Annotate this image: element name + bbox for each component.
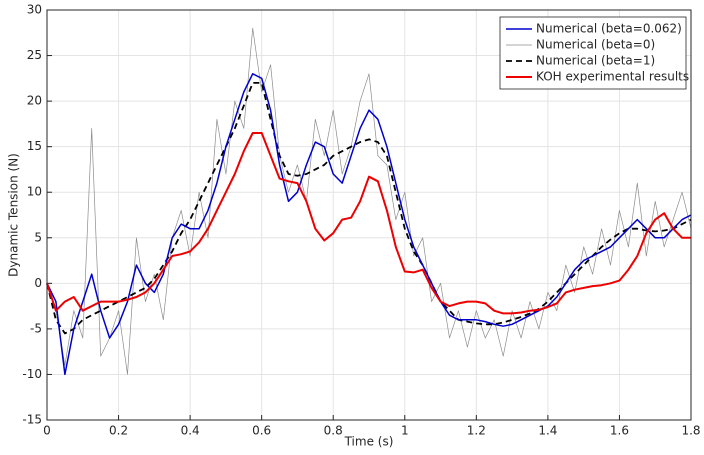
x-tick-label: 0 — [43, 424, 51, 438]
legend-label: Numerical (beta=1) — [536, 54, 655, 68]
legend-label: Numerical (beta=0.062) — [536, 22, 682, 36]
x-tick-label: 1.2 — [467, 424, 486, 438]
y-axis-label: Dynamic Tension (N) — [7, 153, 21, 277]
x-tick-label: 0.4 — [181, 424, 200, 438]
x-tick-label: 1 — [401, 424, 409, 438]
x-tick-label: 1.4 — [538, 424, 557, 438]
y-tick-label: 10 — [27, 185, 42, 199]
y-tick-label: 30 — [27, 3, 42, 17]
y-tick-label: 25 — [27, 48, 42, 62]
series-line — [46, 73, 692, 376]
x-axis-label: Time (s) — [344, 435, 394, 449]
x-tick-label: 1.6 — [610, 424, 629, 438]
x-tick-label: 0.8 — [324, 424, 343, 438]
legend-label: Numerical (beta=0) — [536, 38, 655, 52]
y-tick-label: 0 — [34, 276, 42, 290]
x-tick-label: 1.8 — [681, 424, 700, 438]
x-tick-label: 0.6 — [252, 424, 271, 438]
y-tick-label: -5 — [30, 321, 42, 335]
y-tick-label: 15 — [27, 139, 42, 153]
y-tick-label: -10 — [22, 367, 42, 381]
series-line — [46, 132, 691, 315]
y-tick-label: 5 — [34, 230, 42, 244]
plot-frame — [46, 9, 692, 421]
x-tick-label: 0.2 — [109, 424, 128, 438]
series-line — [46, 27, 692, 375]
legend-label: KOH experimental results — [536, 70, 689, 84]
y-tick-label: 20 — [27, 94, 42, 108]
y-tick-label: -15 — [22, 413, 42, 427]
series-line — [46, 82, 692, 335]
